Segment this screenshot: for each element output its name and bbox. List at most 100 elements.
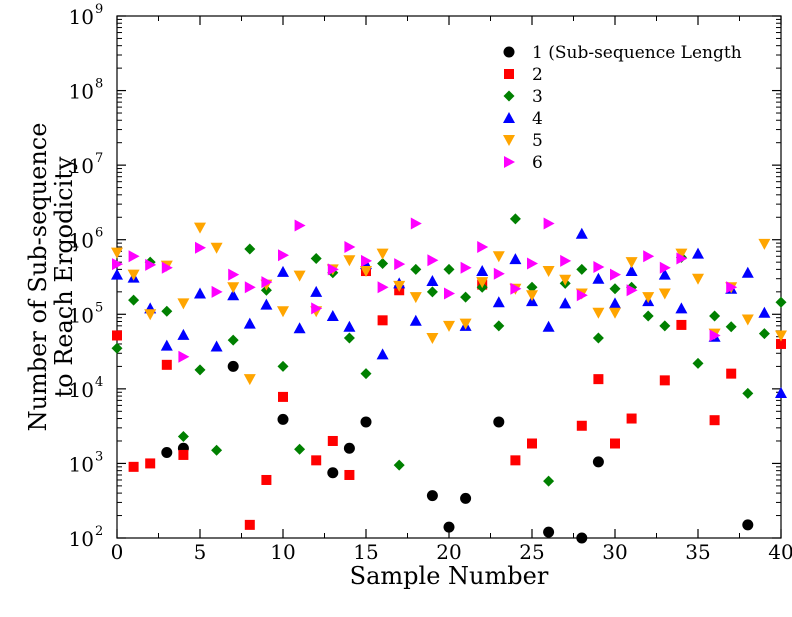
data-point [775,386,787,398]
data-point [343,332,355,344]
y-tick-exponent: 8 [95,77,103,92]
x-tick-label: 35 [685,540,710,564]
y-tick-label: 10 [69,154,94,178]
y-tick-label: 10 [69,80,94,104]
data-point [776,338,786,349]
data-point [625,257,638,269]
data-point [327,435,338,446]
data-point [543,217,555,230]
data-point [509,213,521,225]
x-tick-label: 25 [519,540,544,564]
data-point [626,284,638,297]
data-point [311,455,322,466]
y-tick-exponent: 3 [95,449,103,464]
data-point [725,321,737,333]
data-point [592,332,604,344]
data-point [161,359,172,370]
data-point [709,415,720,426]
data-point [443,521,455,533]
data-point [476,277,489,289]
data-point [194,287,206,299]
data-point [426,490,438,502]
x-tick-label: 15 [353,540,378,564]
data-point [576,289,588,302]
data-point [593,261,605,274]
data-point [343,320,356,332]
data-point [527,438,537,449]
data-point [775,296,787,308]
y-tick-label: 10 [69,5,94,29]
data-point [676,319,687,330]
data-point [294,219,306,232]
legend-label: 1 (Sub-sequence Length [532,43,742,63]
data-point [244,519,255,530]
y-tick-exponent: 4 [95,375,103,390]
data-point [610,268,621,281]
data-point [112,330,122,341]
data-point [692,357,704,369]
data-point [742,519,754,531]
plot-frame [116,15,782,539]
data-point [161,305,173,317]
data-point [326,309,339,321]
data-point [559,297,572,309]
data-point [642,310,654,322]
data-point [112,258,123,271]
data-point [177,328,190,340]
data-point [360,266,372,278]
data-point [709,310,721,322]
data-point [426,286,438,298]
data-point [526,290,538,302]
data-point [394,258,406,271]
data-point [527,257,538,270]
data-point [576,532,588,544]
data-point [460,291,472,303]
data-point [227,289,240,301]
data-point [542,266,555,278]
data-point [593,374,604,385]
data-point [227,334,239,346]
data-point [293,322,306,334]
y-tick-label: 10 [69,527,94,551]
data-point [543,475,555,487]
data-point [177,298,190,310]
data-point [592,456,604,468]
data-point [758,306,771,318]
series-1 [161,360,754,544]
legend-label: 5 [532,131,543,151]
legend-label: 4 [532,109,543,129]
y-tick-exponent: 6 [95,226,103,241]
data-point [128,250,140,263]
legend-label: 6 [532,153,543,173]
data-point [211,285,223,298]
data-point [426,274,439,286]
data-point [210,242,223,254]
data-point [609,297,621,309]
data-point [195,241,206,254]
data-point [493,267,505,280]
series-5 [111,222,787,386]
data-point [460,492,472,504]
data-point [361,254,372,267]
data-point [177,430,189,442]
legend-label: 2 [532,65,543,85]
data-point [360,368,372,380]
y-tick-exponent: 2 [95,524,103,539]
data-point [128,461,139,472]
y-tick-label: 10 [69,452,94,476]
data-point [542,320,555,332]
x-tick-label: 40 [768,540,792,564]
data-point [427,254,439,267]
data-point [227,282,240,294]
data-point [509,253,522,265]
y-axis-label: Number of Sub-sequence to Reach Ergodici… [24,123,78,432]
data-point [261,474,272,485]
data-point [726,368,737,379]
data-point [228,268,240,281]
series-4 [111,227,787,398]
data-point [643,250,655,263]
x-tick-label: 20 [436,540,461,564]
data-point [543,526,555,538]
y-axis-label-line-2: to Reach Ergodicity [50,156,78,397]
